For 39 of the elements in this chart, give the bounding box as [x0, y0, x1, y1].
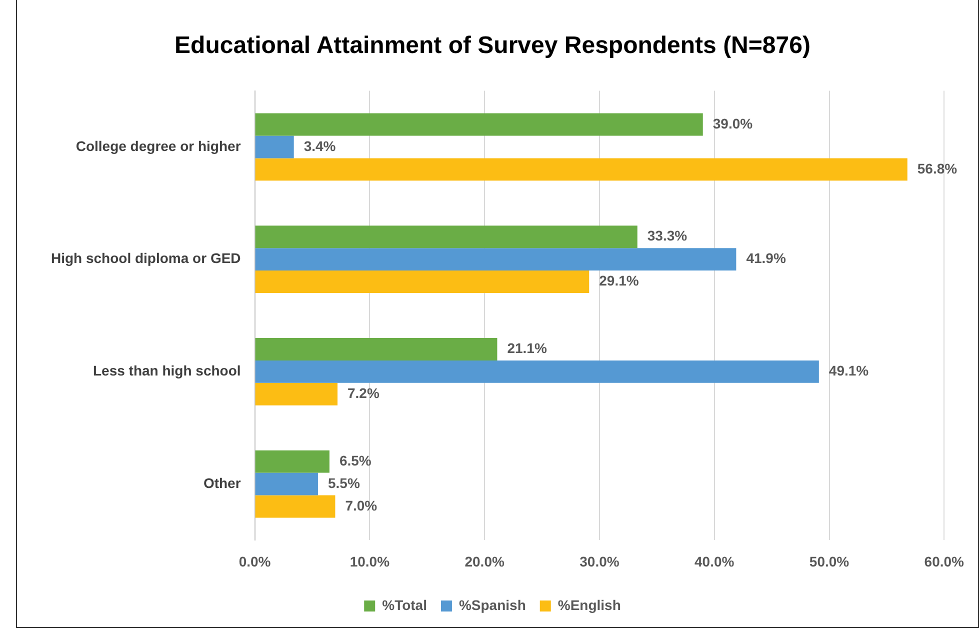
- legend-label: %Total: [382, 596, 427, 613]
- x-tick-label: 60.0%: [924, 553, 965, 570]
- x-tick-label: 0.0%: [238, 553, 272, 570]
- data-label: 39.0%: [712, 115, 754, 132]
- x-tick-label: 50.0%: [809, 553, 850, 570]
- bar: [255, 136, 294, 158]
- bar: [255, 113, 703, 136]
- bar: [255, 248, 736, 271]
- bar: [255, 360, 819, 383]
- data-label: 6.5%: [339, 452, 372, 468]
- bar: [255, 158, 908, 181]
- legend-label: %English: [558, 596, 621, 613]
- data-label: 29.1%: [599, 272, 640, 289]
- data-label: 56.8%: [917, 160, 958, 176]
- bar: [255, 382, 338, 406]
- bar: [255, 226, 638, 248]
- data-label: 41.9%: [746, 250, 786, 266]
- bar: [255, 495, 336, 518]
- bar: [255, 338, 498, 360]
- data-label: 33.3%: [647, 228, 688, 244]
- y-tick-label: Other: [203, 474, 242, 491]
- data-label: 21.1%: [507, 340, 548, 356]
- x-tick-label: 10.0%: [350, 553, 390, 570]
- bar: [255, 270, 590, 294]
- chart-title: Educational Attainment of Survey Respondents (N=876): [174, 32, 810, 60]
- legend-label: %Spanish: [458, 596, 526, 613]
- x-tick-label: 30.0%: [580, 553, 620, 570]
- x-tick-label: 20.0%: [464, 553, 505, 570]
- bar: [255, 472, 318, 496]
- data-label: 7.0%: [345, 497, 378, 514]
- data-label: 5.5%: [328, 474, 360, 491]
- data-label: 3.4%: [304, 138, 336, 154]
- data-label: 7.2%: [348, 385, 380, 402]
- y-tick-label: College degree or higher: [76, 138, 242, 154]
- bar: [255, 450, 330, 473]
- x-tick-label: 40.0%: [694, 553, 735, 570]
- data-label: 49.1%: [828, 362, 870, 379]
- y-tick-label: Less than high school: [92, 362, 241, 379]
- y-tick-label: High school diploma or GED: [50, 250, 241, 266]
